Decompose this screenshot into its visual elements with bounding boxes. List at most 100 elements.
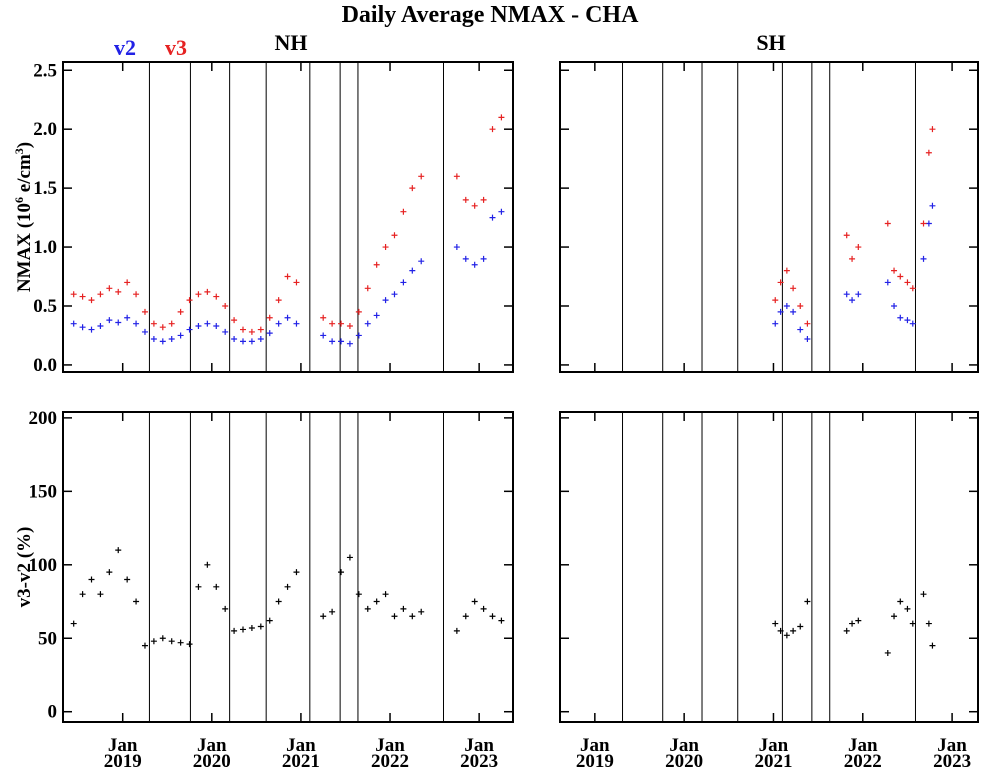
data-point [133, 320, 140, 327]
data-point [329, 608, 336, 615]
data-point [204, 288, 211, 295]
data-point [284, 314, 291, 321]
data-point [855, 617, 862, 624]
data-point [400, 605, 407, 612]
data-point [453, 627, 460, 634]
data-point [409, 185, 416, 192]
data-point [920, 255, 927, 262]
data-point [382, 297, 389, 304]
x-tick-label: Jan 2022 [843, 735, 882, 772]
x-tick-label: Jan 2023 [460, 735, 499, 772]
data-point [257, 326, 264, 333]
data-point [462, 196, 469, 203]
data-point [70, 291, 77, 298]
data-point [783, 302, 790, 309]
y-tick-label: 0 [48, 702, 58, 723]
data-point [382, 591, 389, 598]
data-point [790, 285, 797, 292]
data-point [797, 326, 804, 333]
data-point [70, 320, 77, 327]
data-point [904, 317, 911, 324]
data-point [929, 202, 936, 209]
data-point [115, 288, 122, 295]
data-point [195, 323, 202, 330]
data-point [909, 620, 916, 627]
data-point [772, 320, 779, 327]
data-point [88, 297, 95, 304]
data-point [97, 591, 104, 598]
y-axis-label-part: e/cm [14, 154, 35, 197]
data-point [804, 320, 811, 327]
data-point [855, 244, 862, 251]
data-point [141, 642, 148, 649]
legend-entry: v3 [165, 35, 187, 60]
data-point [204, 561, 211, 568]
data-point [141, 308, 148, 315]
y-tick-label: 100 [29, 555, 58, 576]
data-point [409, 613, 416, 620]
data-point [364, 605, 371, 612]
data-point [186, 641, 193, 648]
data-point [418, 258, 425, 265]
data-point [338, 569, 345, 576]
data-point [498, 617, 505, 624]
x-tick-label: Jan 2021 [281, 735, 320, 772]
data-point [382, 244, 389, 251]
data-point [373, 312, 380, 319]
y-axis-label-part: ) [14, 142, 35, 148]
data-point [373, 261, 380, 268]
y-axis-label: v3-v2 (%) [14, 527, 35, 608]
data-point [790, 308, 797, 315]
data-point [920, 220, 927, 227]
data-point [453, 173, 460, 180]
data-point [891, 267, 898, 274]
data-point [471, 202, 478, 209]
y-tick-label: 50 [38, 628, 57, 649]
data-point [275, 297, 282, 304]
data-point [320, 314, 327, 321]
data-point [489, 126, 496, 133]
data-point [855, 291, 862, 298]
data-point [480, 196, 487, 203]
data-point [462, 613, 469, 620]
data-point [783, 632, 790, 639]
data-point [804, 598, 811, 605]
data-point [391, 232, 398, 239]
data-point [284, 273, 291, 280]
data-point [338, 320, 345, 327]
data-point [159, 324, 166, 331]
plot-frame [62, 411, 514, 723]
data-point [266, 314, 273, 321]
data-point [471, 598, 478, 605]
data-point [897, 598, 904, 605]
y-axis-label: NMAX (106 e/cm3) [12, 142, 35, 292]
data-point [213, 293, 220, 300]
data-point [97, 323, 104, 330]
data-point [418, 173, 425, 180]
data-point [400, 208, 407, 215]
data-point [409, 267, 416, 274]
plot-frame [559, 411, 979, 723]
data-point [364, 285, 371, 292]
y-axis-label-part: v3-v2 (%) [14, 527, 35, 608]
y-tick-label: 150 [29, 481, 58, 502]
data-point [849, 297, 856, 304]
x-tick-label: Jan 2023 [933, 735, 972, 772]
data-point [843, 232, 850, 239]
data-point [168, 335, 175, 342]
data-point [177, 639, 184, 646]
data-point [320, 613, 327, 620]
data-point [133, 598, 140, 605]
data-point [418, 608, 425, 615]
data-point [293, 279, 300, 286]
data-point [909, 285, 916, 292]
data-point [804, 335, 811, 342]
data-point [925, 620, 932, 627]
data-point [772, 620, 779, 627]
data-point [891, 613, 898, 620]
data-point [480, 605, 487, 612]
data-point [240, 326, 246, 333]
data-point [777, 279, 784, 286]
data-point [843, 627, 850, 634]
data-point [79, 591, 86, 598]
